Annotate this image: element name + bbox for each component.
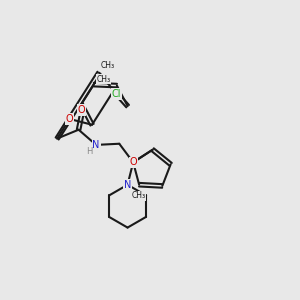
Text: N: N — [92, 140, 100, 150]
Text: N: N — [124, 180, 131, 190]
Text: O: O — [78, 105, 85, 115]
Text: H: H — [86, 147, 93, 156]
Text: O: O — [129, 157, 137, 167]
Text: O: O — [66, 114, 74, 124]
Text: Cl: Cl — [112, 89, 121, 99]
Text: CH₃: CH₃ — [97, 75, 111, 84]
Text: CH₃: CH₃ — [100, 61, 115, 70]
Text: CH₃: CH₃ — [131, 191, 146, 200]
